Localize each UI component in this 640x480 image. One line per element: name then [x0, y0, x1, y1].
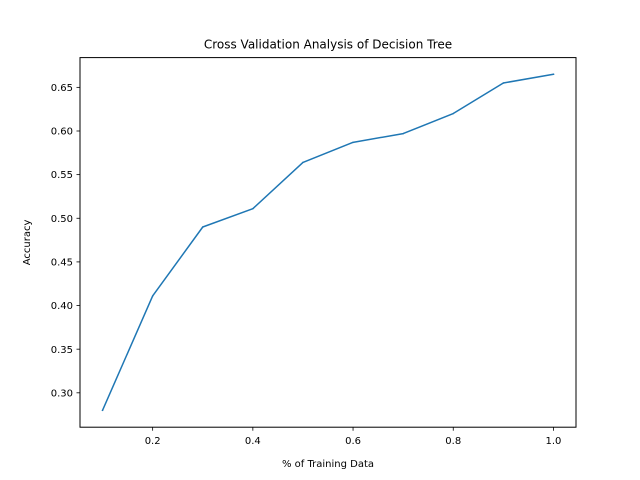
- x-tick-label: 0.6: [345, 436, 361, 447]
- plot-frame: [79, 57, 577, 428]
- y-tick-label: 0.35: [51, 345, 73, 356]
- data-point: [552, 73, 555, 76]
- y-axis-title: Accuracy: [22, 219, 33, 265]
- data-point: [402, 132, 404, 135]
- data-point: [101, 409, 104, 412]
- y-tick-label: 0.55: [51, 170, 73, 181]
- y-tick-label: 0.40: [51, 301, 73, 312]
- data-point: [201, 226, 204, 228]
- y-tick-label: 0.30: [51, 388, 73, 399]
- chart-title: Cross Validation Analysis of Decision Tr…: [204, 38, 452, 52]
- y-tick-label: 0.45: [51, 258, 73, 269]
- x-tick-label: 1.0: [546, 436, 562, 447]
- x-tick-label: 0.8: [445, 436, 461, 447]
- x-tick-label: 0.2: [145, 436, 161, 447]
- plot-area: [101, 73, 555, 412]
- data-point: [452, 112, 455, 115]
- data-point: [151, 295, 154, 297]
- data-point: [352, 141, 354, 144]
- y-tick-label: 0.60: [51, 127, 73, 138]
- data-point: [302, 161, 304, 164]
- y-tick-label: 0.65: [51, 83, 73, 94]
- series-line-0: [101, 73, 555, 412]
- axis-ticks: 0.2 0.4 0.6 0.8 1.0 0.30 0.35 0.40 0.45 0.50 0.55 0…: [51, 83, 562, 447]
- data-point: [502, 82, 505, 84]
- data-point: [252, 207, 254, 210]
- x-tick-label: 0.4: [245, 436, 261, 447]
- y-tick-label: 0.50: [51, 214, 73, 225]
- x-axis-title: % of Training Data: [282, 459, 374, 470]
